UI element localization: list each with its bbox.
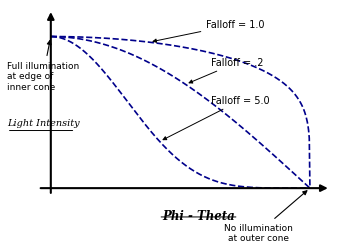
- Text: Falloff = 1.0: Falloff = 1.0: [153, 20, 265, 43]
- Text: Falloff = .2: Falloff = .2: [189, 58, 264, 84]
- Text: Full illumination
at edge of
inner cone: Full illumination at edge of inner cone: [7, 41, 79, 92]
- Text: Light Intensity: Light Intensity: [7, 119, 79, 128]
- Text: No illumination
at outer cone: No illumination at outer cone: [224, 191, 307, 242]
- Text: Phi - Theta: Phi - Theta: [162, 210, 235, 222]
- Text: Falloff = 5.0: Falloff = 5.0: [163, 96, 270, 140]
